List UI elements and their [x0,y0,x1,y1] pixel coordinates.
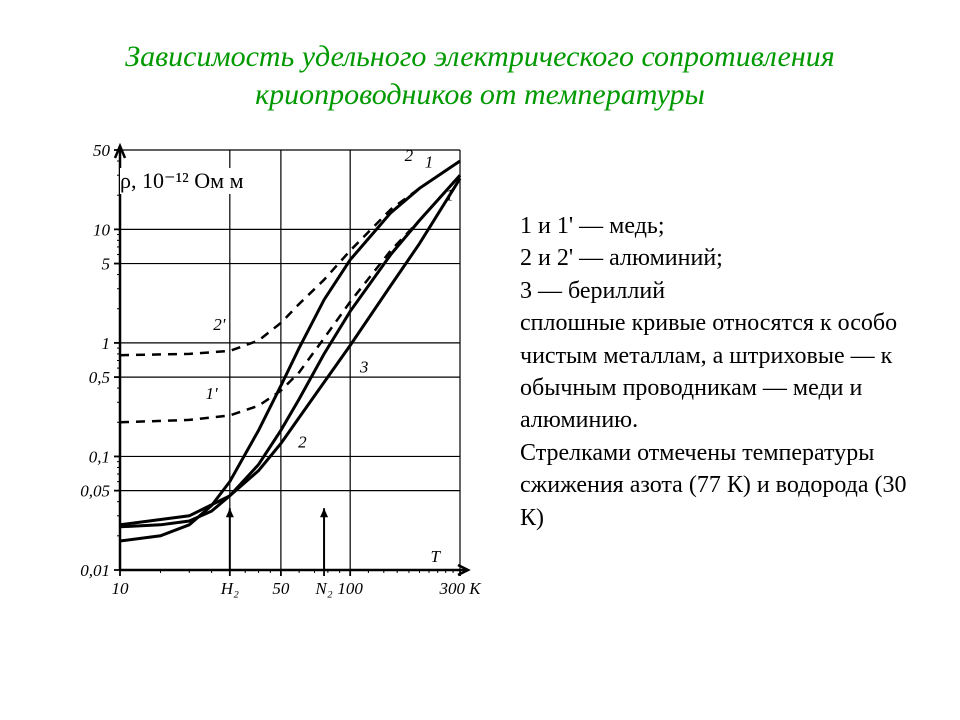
svg-text:50: 50 [272,579,290,598]
legend-line: сплошные кривые относятся к особо чистым… [520,307,920,437]
svg-text:N₂: N₂ [314,579,332,598]
legend-line: Стрелками отмечены температуры сжижения … [520,437,920,534]
svg-text:3: 3 [359,357,369,376]
svg-text:1': 1' [206,384,219,403]
legend-line: 1 и 1' — медь; [520,210,920,242]
svg-text:1: 1 [425,153,434,172]
svg-text:H₂: H₂ [220,579,239,598]
svg-text:10: 10 [112,579,130,598]
svg-text:300 K: 300 K [438,579,482,598]
slide: Зависимость удельного электрического соп… [0,0,960,720]
svg-text:1: 1 [102,334,111,353]
svg-text:0,05: 0,05 [80,482,110,501]
svg-text:0,1: 0,1 [89,447,110,466]
svg-text:100: 100 [337,579,363,598]
legend-text: 1 и 1' — медь;2 и 2' — алюминий;3 — бери… [520,210,920,534]
svg-text:0,01: 0,01 [80,561,110,580]
svg-text:5: 5 [102,255,111,274]
svg-text:0,5: 0,5 [89,368,110,387]
chart-svg: 0,01 0,05 0,1 0,5 1 5 10 50 10 H₂ 50 N₂ 100 300 K T 1 1'… [50,140,490,640]
resistivity-chart: 0,01 0,05 0,1 0,5 1 5 10 50 10 H₂ 50 N₂ 100 300 K T 1 1'… [50,140,490,640]
svg-text:T: T [431,547,442,566]
svg-text:2': 2' [213,315,226,334]
svg-text:10: 10 [93,220,111,239]
legend-line: 3 — бериллий [520,275,920,307]
svg-text:2: 2 [405,146,414,165]
y-axis-unit-label: ρ, 10⁻¹² Ом м [120,168,244,194]
slide-title: Зависимость удельного электрического соп… [60,38,900,113]
svg-text:50: 50 [93,141,111,160]
legend-line: 2 и 2' — алюминий; [520,242,920,274]
svg-text:2: 2 [298,432,307,451]
